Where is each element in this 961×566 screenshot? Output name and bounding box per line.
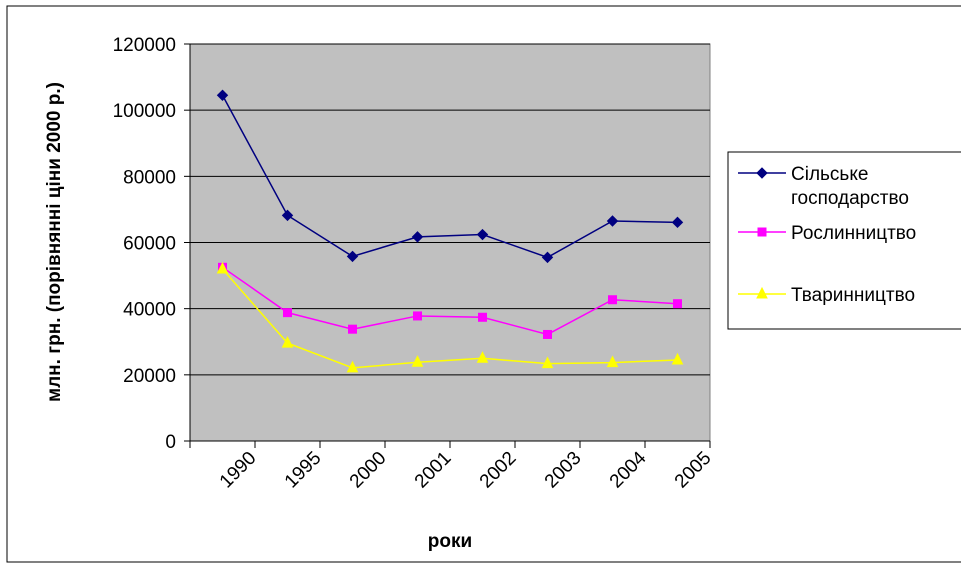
- axes: [184, 43, 711, 448]
- series-2: [218, 262, 682, 339]
- legend: Сільське господарство Рослинництво Тваринни…: [727, 151, 961, 330]
- data-point: [348, 324, 357, 334]
- series: [216, 89, 684, 373]
- data-point: [216, 261, 229, 274]
- data-point: [606, 355, 619, 368]
- legend-marker: [756, 167, 768, 179]
- data-point: [413, 311, 422, 321]
- data-point: [476, 351, 489, 363]
- series-1: [216, 89, 684, 264]
- y-tick-labels: 0 20000 40000 60000 80000 100000 120000: [113, 35, 176, 453]
- data-point: [671, 352, 684, 365]
- series-line: [221, 94, 678, 259]
- data-point: [478, 312, 487, 322]
- data-point: [281, 209, 294, 222]
- gridlines: [190, 43, 710, 376]
- data-point: [606, 215, 619, 227]
- legend-marker: [756, 286, 768, 299]
- legend-box: [727, 151, 961, 330]
- legend-label: Рослинництво: [791, 223, 916, 244]
- y-tick-label: 120000: [113, 35, 176, 56]
- y-axis-title: млн. грн. (порівнянні ціни 2000 р.): [44, 82, 65, 402]
- y-tick-label: 40000: [123, 300, 176, 321]
- data-point: [346, 360, 359, 373]
- y-tick-label: 20000: [123, 366, 176, 387]
- data-point: [346, 250, 359, 263]
- x-axis-title: роки: [428, 531, 472, 552]
- legend-marker: [757, 227, 767, 237]
- series-3: [216, 261, 684, 373]
- data-point: [216, 89, 229, 101]
- series-line: [222, 266, 678, 336]
- y-tick-label: 60000: [123, 234, 176, 255]
- data-point: [608, 295, 617, 305]
- data-point: [283, 308, 292, 318]
- legend-label: господарство: [791, 188, 909, 209]
- data-point: [541, 356, 554, 369]
- y-tick-label: 80000: [123, 167, 176, 188]
- legend-item: Тваринництво: [738, 285, 915, 306]
- series-line: [221, 268, 678, 369]
- data-point: [476, 228, 489, 241]
- legend-label: Тваринництво: [791, 285, 915, 306]
- data-point: [411, 355, 424, 367]
- data-point: [411, 231, 424, 243]
- legend-label: Сільське: [791, 164, 868, 185]
- y-tick-label: 0: [165, 432, 176, 453]
- data-point: [671, 216, 684, 229]
- data-point: [673, 299, 682, 309]
- data-point: [543, 329, 552, 339]
- legend-item: Рослинництво: [738, 223, 916, 244]
- data-point: [281, 335, 294, 348]
- legend-item: Сільське господарство: [738, 164, 909, 209]
- data-point: [541, 251, 554, 264]
- y-tick-label: 100000: [113, 101, 176, 122]
